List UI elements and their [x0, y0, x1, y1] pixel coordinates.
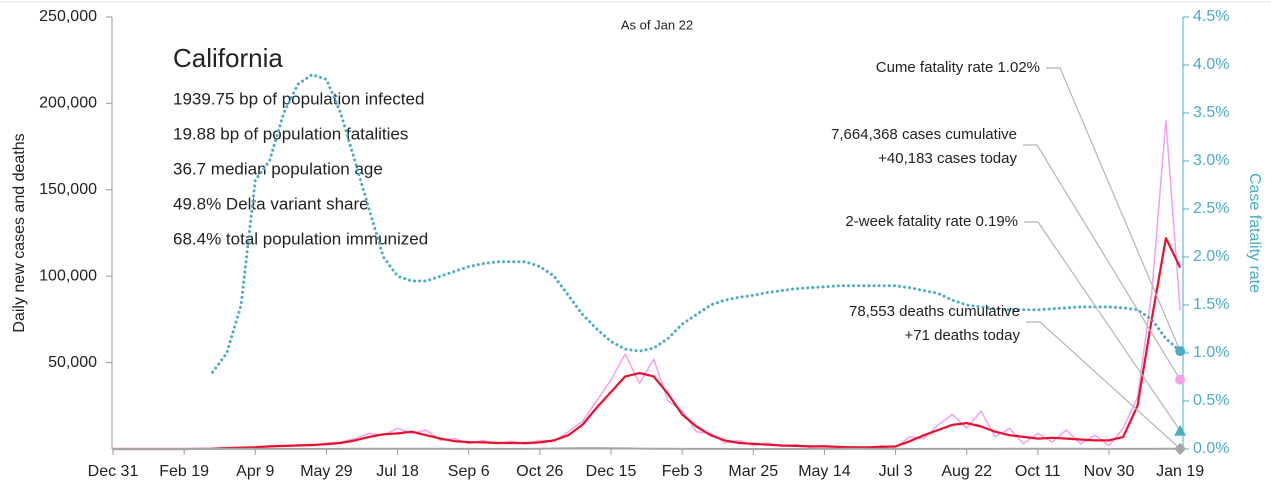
callout-text: 2-week fatality rate 0.19% [845, 213, 1018, 230]
panel-title: California [173, 43, 283, 73]
leader-line [1023, 144, 1181, 380]
y-tick-label: 150,000 [39, 181, 97, 198]
y2-tick-label: 3.5% [1193, 104, 1229, 121]
y2-tick-label: 4.5% [1193, 8, 1229, 25]
x-tick-label: Aug 22 [941, 463, 992, 480]
x-tick-label: Feb 3 [662, 463, 703, 480]
callout-text: Cume fatality rate 1.02% [876, 59, 1040, 76]
x-tick-label: May 14 [798, 463, 851, 480]
y-tick-label: 200,000 [39, 95, 97, 112]
end-marker [1174, 424, 1187, 436]
leader-line [1024, 221, 1181, 432]
x-tick-label: Sep 6 [448, 463, 490, 480]
x-tick-label: Jul 18 [376, 463, 419, 480]
panel-line: 36.7 median population age [173, 159, 383, 178]
y-axis-label: Daily new cases and deaths [11, 133, 28, 332]
callout-text: 78,553 deaths cumulative [849, 303, 1020, 320]
leader-line [1046, 67, 1181, 352]
y2-tick-label: 1.5% [1193, 296, 1229, 313]
series-line [113, 237, 1182, 451]
y2-tick-label: 4.0% [1193, 56, 1229, 73]
callout-text: +40,183 cases today [878, 150, 1017, 167]
leader-line [1026, 321, 1181, 450]
panel-line: 19.88 bp of population fatalities [173, 124, 408, 143]
x-tick-label: Dec 15 [586, 463, 637, 480]
series-line [211, 73, 1182, 374]
y2-axis-label: Case fatality rate [1246, 173, 1263, 293]
end-marker [1174, 442, 1187, 455]
y2-tick-label: 1.0% [1193, 344, 1229, 361]
y2-tick-label: 3.0% [1193, 152, 1229, 169]
x-tick-label: Mar 25 [728, 463, 778, 480]
x-tick-label: Jul 3 [879, 463, 913, 480]
x-tick-label: Dec 31 [88, 463, 139, 480]
end-marker [1175, 374, 1186, 385]
subtitle: As of Jan 22 [621, 17, 693, 32]
y2-tick-label: 0.5% [1193, 392, 1229, 409]
x-tick-label: Apr 9 [236, 463, 274, 480]
callout-text: +71 deaths today [904, 327, 1020, 344]
x-tick-label: Jan 19 [1156, 463, 1204, 480]
y2-tick-label: 0.0% [1193, 440, 1229, 457]
end-marker [1175, 346, 1186, 357]
panel-line: 49.8% Delta variant share [173, 194, 369, 213]
x-tick-label: Oct 26 [516, 463, 563, 480]
panel-line: 1939.75 bp of population infected [173, 89, 424, 108]
y-tick-label: 50,000 [48, 354, 97, 371]
y2-tick-label: 2.0% [1193, 248, 1229, 265]
y2-tick-label: 2.5% [1193, 200, 1229, 217]
y-tick-label: 100,000 [39, 267, 97, 284]
x-tick-label: Oct 11 [1015, 463, 1061, 480]
x-tick-label: Feb 19 [159, 463, 209, 480]
series-line [113, 447, 1181, 450]
x-tick-label: May 29 [300, 463, 353, 480]
y-tick-label: 250,000 [39, 8, 97, 25]
panel-line: 68.4% total population immunized [173, 229, 428, 248]
x-tick-label: Nov 30 [1084, 463, 1135, 480]
callout-text: 7,664,368 cases cumulative [831, 126, 1017, 143]
